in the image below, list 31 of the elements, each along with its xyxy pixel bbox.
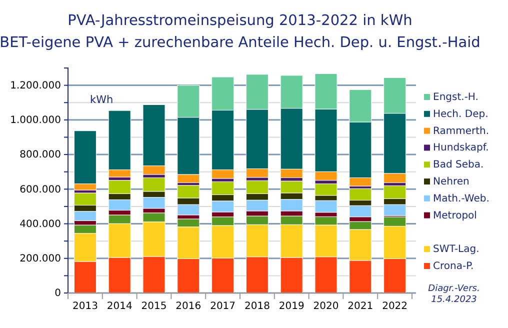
chart-subtitle: BET-eigene PVA + zurechenbare Anteile Hech. Dep. u. Engst.-Haid [0, 35, 480, 51]
x-tick-label: 2015 [141, 301, 167, 312]
x-tick-label: 2022 [382, 301, 408, 312]
y-tick-label: 400.000 [20, 218, 61, 230]
x-tick-label: 2020 [313, 301, 339, 312]
legend-label: Crona-P. [433, 261, 474, 272]
x-tick-label: 2021 [348, 301, 374, 312]
x-tick-label: 2017 [210, 301, 236, 312]
y-tick-label: 600.000 [20, 184, 61, 196]
legend-label: Nehren [433, 176, 470, 188]
x-tick-label: 2014 [106, 301, 132, 312]
y-tick-label: 200.000 [20, 254, 61, 265]
text: Diagr.-Vers. 15.4.2023 [428, 284, 480, 305]
legend-label: Metropol [433, 210, 477, 222]
x-tick-label: 2013 [72, 301, 98, 312]
legend-label: Hech. Dep. [433, 108, 488, 120]
legend-label: Engst.-H. [433, 92, 478, 103]
legend-label: Bad Seba. [433, 160, 484, 171]
legend-label: Math.-Web. [433, 193, 490, 204]
y-tick-label: 800.000 [20, 150, 61, 161]
x-tick-label: 2016 [176, 301, 202, 312]
chart-title: PVA-Jahresstromeinspeisung 2013-2022 in kWh [68, 13, 412, 29]
x-tick-label: 2018 [244, 301, 270, 312]
legend-label: Hundskapf. [433, 142, 489, 154]
legend-label: SWT-Lag. [433, 244, 480, 256]
y-axis-title: kWh [90, 94, 114, 106]
y-tick-label: 1.000.000 [10, 115, 61, 126]
y-tick-label: 0 [54, 288, 61, 300]
legend-label: Rammerth. [433, 126, 490, 137]
x-tick-label: 2019 [278, 301, 304, 312]
y-tick-label: 1.200.000 [10, 80, 61, 92]
